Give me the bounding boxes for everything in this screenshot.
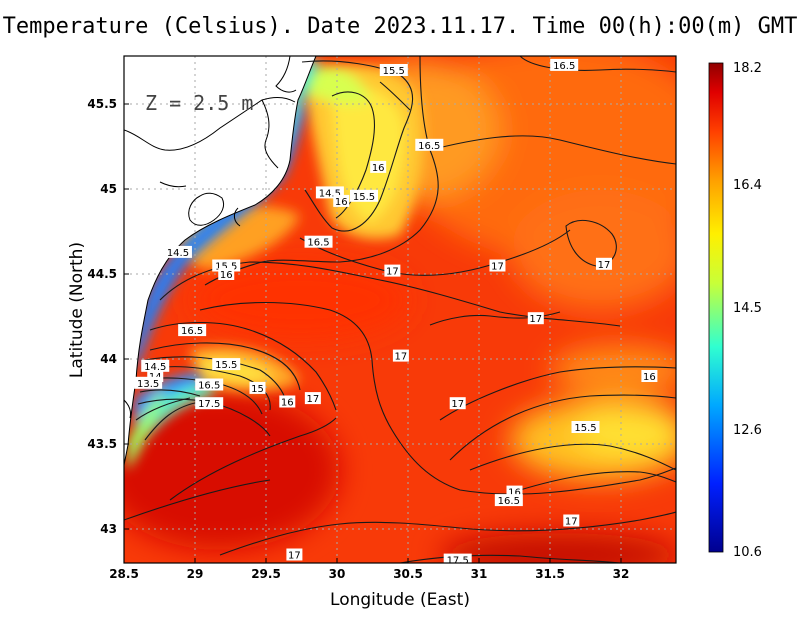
- x-axis-label: Longitude (East): [330, 590, 470, 610]
- y-tick-label: 43.5: [87, 437, 117, 451]
- colorbar-tick-label: 14.5: [733, 301, 762, 316]
- contour-label-text: 16.5: [198, 381, 220, 392]
- contour-label-text: 16: [508, 488, 521, 499]
- x-tick-label: 29.5: [251, 567, 281, 581]
- contour-label-text: 15.5: [574, 423, 596, 434]
- y-tick-label: 45: [100, 182, 117, 196]
- colorbar-tick-label: 18.2: [733, 61, 762, 76]
- contour-label: 17: [384, 264, 401, 278]
- contour-label: 16.5: [195, 378, 224, 392]
- x-tick-label: 28.5: [109, 567, 139, 581]
- contour-label: 15.5: [379, 64, 408, 77]
- contour-label-text: 16: [643, 372, 656, 383]
- contour-label: 15.5: [349, 189, 378, 203]
- contour-label: 13.5: [134, 376, 163, 390]
- contour-label: 16.5: [415, 138, 444, 152]
- contour-label: 14.5: [163, 245, 192, 259]
- contour-label: 17: [286, 548, 303, 562]
- contour-label: 16: [370, 160, 387, 174]
- contour-label-text: 15.5: [353, 192, 375, 203]
- contour-label: 16.5: [494, 494, 523, 507]
- contour-label: 17: [527, 312, 544, 325]
- contour-label-text: 17.5: [447, 556, 469, 567]
- contour-label: 17: [449, 397, 466, 410]
- contour-label-text: 13.5: [137, 379, 159, 390]
- contour-label: 16: [218, 268, 235, 281]
- contour-label: 17.5: [443, 553, 472, 567]
- x-tick-label: 30.5: [393, 567, 423, 581]
- contour-label-text: 14.5: [319, 188, 341, 199]
- contour-label-text: 15.5: [383, 66, 405, 77]
- contour-label-text: 17: [395, 352, 408, 363]
- contour-label-text: 17: [565, 517, 578, 528]
- contour-label-text: 17: [491, 262, 504, 273]
- contour-label: 17: [304, 392, 321, 405]
- y-tick-label: 45.5: [87, 97, 117, 111]
- contour-label: 14.5: [141, 359, 170, 373]
- contour-label: 16.5: [304, 235, 333, 249]
- contour-label-text: 16: [335, 197, 348, 208]
- contour-label-text: 16.5: [498, 496, 520, 507]
- contour-label-text: 17: [386, 267, 399, 278]
- contour-label-text: 16: [372, 163, 385, 174]
- contour-label-text: 16.5: [181, 326, 203, 337]
- contour-label-text: 15.5: [215, 360, 237, 371]
- contour-label: 16: [333, 194, 350, 208]
- contour-label-text: 17: [451, 399, 464, 410]
- contour-label: 15.5: [571, 421, 600, 434]
- contour-label: 15.5: [212, 358, 241, 371]
- plot-frame: [123, 55, 677, 564]
- y-axis-label: Latitude (North): [67, 241, 87, 379]
- contour-label-text: 14.5: [144, 362, 166, 373]
- contour-label: 16: [279, 395, 296, 409]
- coastline: [124, 56, 317, 466]
- contour-label-text: 15: [251, 384, 264, 395]
- contour-label-text: 16.5: [418, 141, 440, 152]
- contour-label-text: 17: [529, 314, 542, 325]
- contour-label: 17: [392, 349, 409, 363]
- x-tick-label: 31: [471, 567, 488, 581]
- colorbar-tick-label: 12.6: [733, 423, 762, 438]
- contour-label: 16: [641, 370, 658, 383]
- contour-label: 17: [489, 259, 506, 273]
- contour-label: 17: [563, 514, 580, 528]
- contour-label-text: 17: [306, 394, 319, 405]
- x-tick-label: 29: [187, 567, 204, 581]
- contour-label: 17.5: [195, 397, 224, 410]
- contour-label: 15: [249, 381, 266, 395]
- y-tick-label: 44: [100, 352, 117, 366]
- x-tick-label: 30: [329, 567, 346, 581]
- colorbar-tick-label: 10.6: [733, 545, 762, 560]
- contour-label-text: 16.5: [553, 61, 575, 72]
- contour-label-text: 14.5: [167, 248, 189, 259]
- x-tick-label: 31.5: [535, 567, 565, 581]
- colorbar-tick-label: 16.4: [733, 178, 762, 193]
- colorbar-gradient: [708, 62, 724, 553]
- contour-label-text: 17: [598, 260, 611, 271]
- contour-label: 17: [595, 257, 612, 271]
- contour-label-text: 17: [288, 551, 301, 562]
- land: [124, 56, 316, 465]
- y-axis: 43 43.5 44 44.5 45 45.5: [87, 97, 129, 536]
- contour-label: 16.5: [178, 324, 207, 337]
- contour-label-text: 17.5: [198, 399, 220, 410]
- colorbar: 18.2 16.4 14.5 12.6 10.6: [708, 61, 762, 560]
- contour-label-text: 15.5: [215, 262, 237, 273]
- contour-label-text: 16: [220, 270, 233, 281]
- map-title: Temperature (Celsius). Date 2023.11.17. …: [2, 14, 798, 39]
- y-tick-label: 44.5: [87, 267, 117, 281]
- x-axis: 28.5 29 29.5 30 30.5 31 31.5 32: [109, 558, 629, 581]
- contour-label-text: 16: [281, 398, 294, 409]
- contour-label: 16.5: [550, 58, 579, 72]
- y-tick-label: 43: [100, 522, 117, 536]
- contour-label-text: 16.5: [307, 238, 329, 249]
- depth-label: Z = 2.5 m: [145, 91, 253, 115]
- x-tick-label: 32: [613, 567, 630, 581]
